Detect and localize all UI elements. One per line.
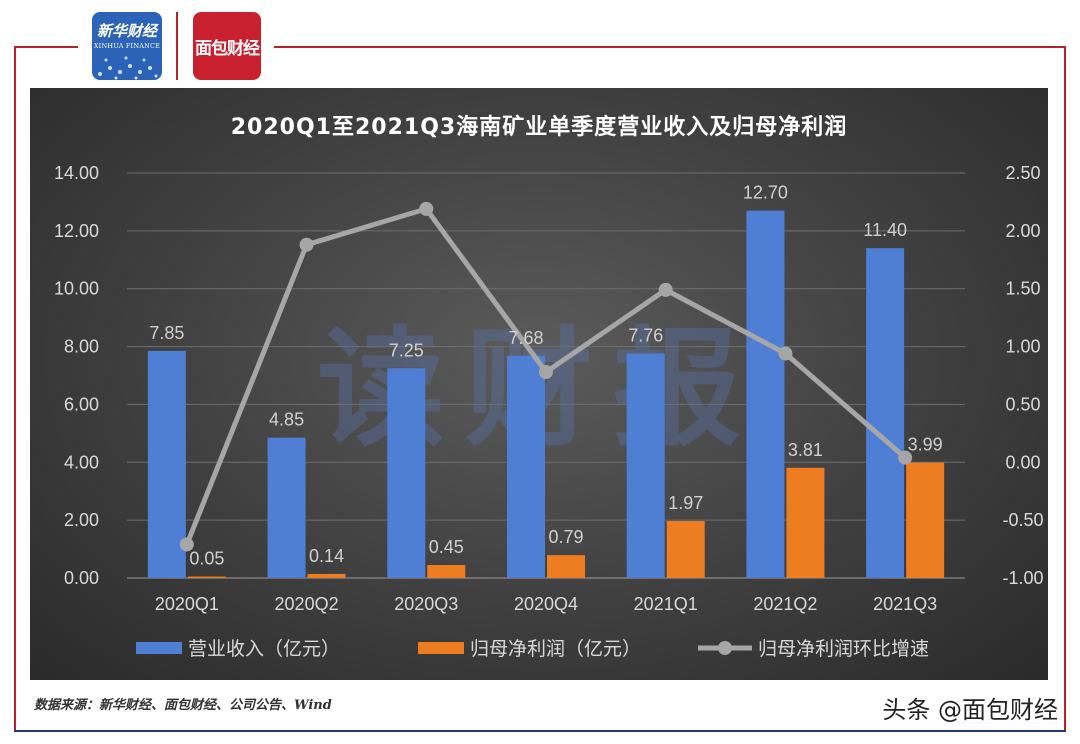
bar-revenue — [746, 210, 785, 578]
y-left-tick-label: 8.00 — [64, 337, 99, 357]
chart-panel: 读财报 0.002.004.006.008.0010.0012.0014.00-… — [30, 88, 1048, 680]
y-left-tick-label: 2.00 — [64, 510, 99, 530]
data-label-profit: 1.97 — [668, 493, 703, 513]
x-tick-label: 2020Q1 — [155, 594, 219, 614]
xinhua-logo-cn: 新华财经 — [96, 22, 157, 40]
y-left-tick-label: 6.00 — [64, 394, 99, 414]
watermark: 头条 @面包财经 — [882, 696, 1058, 724]
globe-dots-icon — [98, 56, 158, 80]
frame-left — [14, 46, 16, 732]
legend-label-growth: 归母净利润环比增速 — [758, 638, 929, 660]
logo-divider — [176, 12, 178, 80]
data-label-revenue: 7.76 — [628, 326, 663, 346]
bar-revenue — [387, 368, 426, 578]
y-right-tick-label: 2.00 — [1005, 221, 1040, 241]
legend-marker-growth — [718, 641, 732, 655]
data-label-revenue: 7.68 — [508, 328, 543, 348]
y-right-tick-label: 1.00 — [1005, 337, 1040, 357]
y-left-tick-label: 0.00 — [64, 568, 99, 588]
y-left-tick-label: 14.00 — [54, 163, 99, 183]
bar-profit — [187, 576, 226, 578]
bar-revenue — [626, 353, 665, 578]
x-tick-label: 2020Q3 — [394, 594, 458, 614]
point-growth — [179, 537, 194, 552]
data-label-revenue: 4.85 — [269, 410, 304, 430]
frame-right — [1064, 46, 1066, 732]
y-left-tick-label: 10.00 — [54, 279, 99, 299]
data-label-profit: 3.81 — [788, 440, 823, 460]
bar-revenue — [147, 350, 186, 578]
frame-bottom — [14, 730, 1066, 732]
xinhua-logo-en: XINHUA FINANCE — [93, 42, 161, 50]
y-right-tick-label: 1.50 — [1005, 279, 1040, 299]
data-label-profit: 0.14 — [309, 546, 344, 566]
bar-profit — [427, 564, 466, 578]
point-growth — [299, 237, 314, 252]
x-tick-label: 2020Q2 — [275, 594, 339, 614]
data-label-profit: 0.05 — [189, 549, 224, 569]
point-growth — [539, 365, 553, 380]
y-right-tick-label: -0.50 — [1002, 510, 1043, 530]
legend-label-revenue: 营业收入（亿元） — [188, 638, 340, 660]
data-label-profit: 3.99 — [908, 435, 943, 455]
frame-top-right — [274, 46, 1066, 48]
chart-title: 2020Q1至2021Q3海南矿业单季度营业收入及归母净利润 — [231, 114, 847, 140]
y-left-tick-label: 4.00 — [64, 452, 99, 472]
chart: 读财报 0.002.004.006.008.0010.0012.0014.00-… — [54, 114, 1044, 660]
y-right-tick-label: 0.00 — [1005, 452, 1040, 472]
bar-profit — [666, 521, 705, 578]
x-tick-label: 2021Q1 — [634, 594, 698, 614]
y-right-tick-label: 0.50 — [1005, 394, 1040, 414]
frame-top-left — [14, 46, 78, 48]
point-growth — [898, 450, 913, 465]
point-growth — [778, 346, 793, 361]
data-label-profit: 0.45 — [429, 537, 464, 557]
bar-profit — [906, 462, 945, 578]
data-label-revenue: 11.40 — [863, 220, 907, 240]
y-left-tick-label: 12.00 — [54, 221, 99, 241]
y-right-tick-label: -1.00 — [1002, 568, 1043, 588]
legend-swatch-profit — [418, 642, 464, 654]
data-label-profit: 0.79 — [548, 527, 583, 547]
data-label-revenue: 7.25 — [389, 340, 424, 360]
data-label-revenue: 12.70 — [743, 183, 788, 203]
xinhua-finance-logo: 新华财经 XINHUA FINANCE — [92, 12, 162, 80]
bar-revenue — [866, 248, 905, 578]
point-growth — [658, 282, 673, 297]
x-tick-label: 2020Q4 — [514, 594, 578, 614]
legend-label-profit: 归母净利润（亿元） — [470, 638, 641, 660]
y-right-tick-label: 2.50 — [1005, 163, 1040, 183]
bar-revenue — [267, 437, 306, 578]
point-growth — [419, 201, 434, 216]
x-tick-label: 2021Q3 — [873, 594, 937, 614]
bar-revenue — [507, 355, 545, 578]
bar-profit — [786, 467, 825, 578]
data-label-revenue: 7.85 — [149, 323, 184, 343]
legend-swatch-revenue — [136, 642, 182, 654]
x-tick-label: 2021Q2 — [753, 594, 817, 614]
bar-profit — [547, 555, 585, 578]
bar-profit — [307, 573, 346, 578]
mianbao-finance-logo: 面包财经 — [193, 12, 261, 80]
source-note: 数据来源：新华财经、面包财经、公司公告、Wind — [34, 698, 332, 713]
